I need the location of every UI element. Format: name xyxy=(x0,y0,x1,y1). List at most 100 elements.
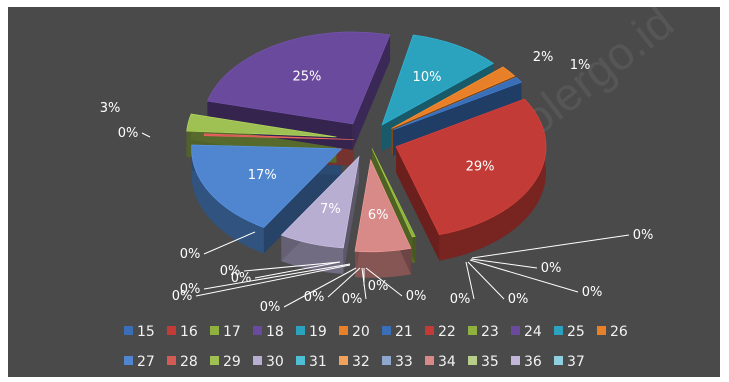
pie-slice-edge2-22 xyxy=(396,146,440,261)
leader-line xyxy=(203,231,256,255)
leader-line xyxy=(365,267,403,297)
legend-swatch-33 xyxy=(382,356,391,365)
legend-swatch-34 xyxy=(425,356,434,365)
legend-label-37: 37 xyxy=(567,354,585,370)
pie-label-22: 29% xyxy=(466,159,495,174)
legend-label-15: 15 xyxy=(137,324,155,340)
legend-label-35: 35 xyxy=(481,354,499,370)
legend-swatch-15 xyxy=(124,326,133,335)
legend-label-24: 24 xyxy=(524,324,542,340)
legend-swatch-21 xyxy=(382,326,391,335)
pie-slice-28 xyxy=(203,133,355,140)
legend-label-21: 21 xyxy=(395,324,413,340)
legend-swatch-22 xyxy=(425,326,434,335)
legend-swatch-16 xyxy=(167,326,176,335)
legend-label-16: 16 xyxy=(180,324,198,340)
leader-line xyxy=(467,261,505,300)
pie-slice-23 xyxy=(371,148,416,238)
pie-label-29: 3% xyxy=(100,101,121,116)
pie-label-24: 25% xyxy=(292,69,321,84)
legend-label-33: 33 xyxy=(395,354,413,370)
pie-slice-30 xyxy=(280,155,360,249)
legend-label-19: 19 xyxy=(309,324,327,340)
leader-line xyxy=(471,234,630,259)
pie-label-27: 17% xyxy=(248,168,277,183)
leader-line xyxy=(469,259,579,293)
pie-label-21: 1% xyxy=(570,58,591,73)
zero-label: 0% xyxy=(450,292,471,307)
pie-label-26: 2% xyxy=(533,50,554,65)
legend-swatch-23 xyxy=(468,326,477,335)
legend-swatch-18 xyxy=(253,326,262,335)
zero-label: 0% xyxy=(220,264,241,279)
legend-swatch-36 xyxy=(511,356,520,365)
legend-swatch-37 xyxy=(554,356,563,365)
pie-slice-34 xyxy=(354,158,412,253)
legend-swatch-24 xyxy=(511,326,520,335)
legend-swatch-30 xyxy=(253,356,262,365)
leader-line xyxy=(327,267,361,298)
legend-label-29: 29 xyxy=(223,354,241,370)
legend-label-30: 30 xyxy=(266,354,284,370)
legend-label-34: 34 xyxy=(438,354,456,370)
zero-label: 0% xyxy=(304,290,325,305)
legend-label-22: 22 xyxy=(438,324,456,340)
zero-label: 0% xyxy=(260,300,281,315)
legend-swatch-32 xyxy=(339,356,348,365)
legend-label-32: 32 xyxy=(352,354,370,370)
pie-slice-24 xyxy=(207,31,391,125)
legend-label-26: 26 xyxy=(610,324,628,340)
pie-slice-edge-24 xyxy=(207,101,353,150)
legend-swatch-20 xyxy=(339,326,348,335)
legend-label-28: 28 xyxy=(180,354,198,370)
legend-label-17: 17 xyxy=(223,324,241,340)
pie-slice-22 xyxy=(395,98,547,236)
legend-label-31: 31 xyxy=(309,354,327,370)
legend-label-25: 25 xyxy=(567,324,585,340)
pie-label-30: 7% xyxy=(320,202,341,217)
legend-swatch-26 xyxy=(597,326,606,335)
legend-swatch-29 xyxy=(210,356,219,365)
pie-slice-27 xyxy=(191,144,343,228)
legend-label-36: 36 xyxy=(524,354,542,370)
zero-label: 0% xyxy=(342,292,363,307)
legend-swatch-35 xyxy=(468,356,477,365)
legend-swatch-17 xyxy=(210,326,219,335)
zero-label: 0% xyxy=(172,289,193,304)
zero-label: 0% xyxy=(406,289,427,304)
pie-slice-26 xyxy=(391,66,516,129)
legend-swatch-28 xyxy=(167,356,176,365)
zero-label: 0% xyxy=(180,247,201,262)
zero-label: 0% xyxy=(508,292,529,307)
legend-label-20: 20 xyxy=(352,324,370,340)
legend-label-23: 23 xyxy=(481,324,499,340)
pie-label-34: 6% xyxy=(368,208,389,223)
leader-line xyxy=(141,132,151,138)
pie-slice-edge-27 xyxy=(263,148,342,254)
zero-label: 0% xyxy=(368,279,389,294)
legend-swatch-19 xyxy=(296,326,305,335)
leader-line xyxy=(195,264,351,297)
legend-swatch-31 xyxy=(296,356,305,365)
zero-label: 0% xyxy=(180,282,201,297)
pie-slice-edge2-24 xyxy=(352,34,391,150)
zero-label: 0% xyxy=(541,261,562,276)
legend-label-27: 27 xyxy=(137,354,155,370)
pie-label-25: 10% xyxy=(413,70,442,85)
leader-line xyxy=(254,261,341,279)
leader-line xyxy=(283,267,357,308)
pie-slice-side-22 xyxy=(439,99,547,261)
pie-slice-29 xyxy=(186,113,337,138)
leader-line xyxy=(243,261,341,272)
leader-line xyxy=(203,263,351,290)
zero-label: 0% xyxy=(633,228,654,243)
pie-slice-side-27 xyxy=(191,144,264,254)
legend-swatch-25 xyxy=(554,326,563,335)
zero-label: 0% xyxy=(582,285,603,300)
zero-label: 0% xyxy=(118,126,139,141)
legend-swatch-27 xyxy=(124,356,133,365)
pie-slice-25 xyxy=(381,34,495,126)
legend-label-18: 18 xyxy=(266,324,284,340)
